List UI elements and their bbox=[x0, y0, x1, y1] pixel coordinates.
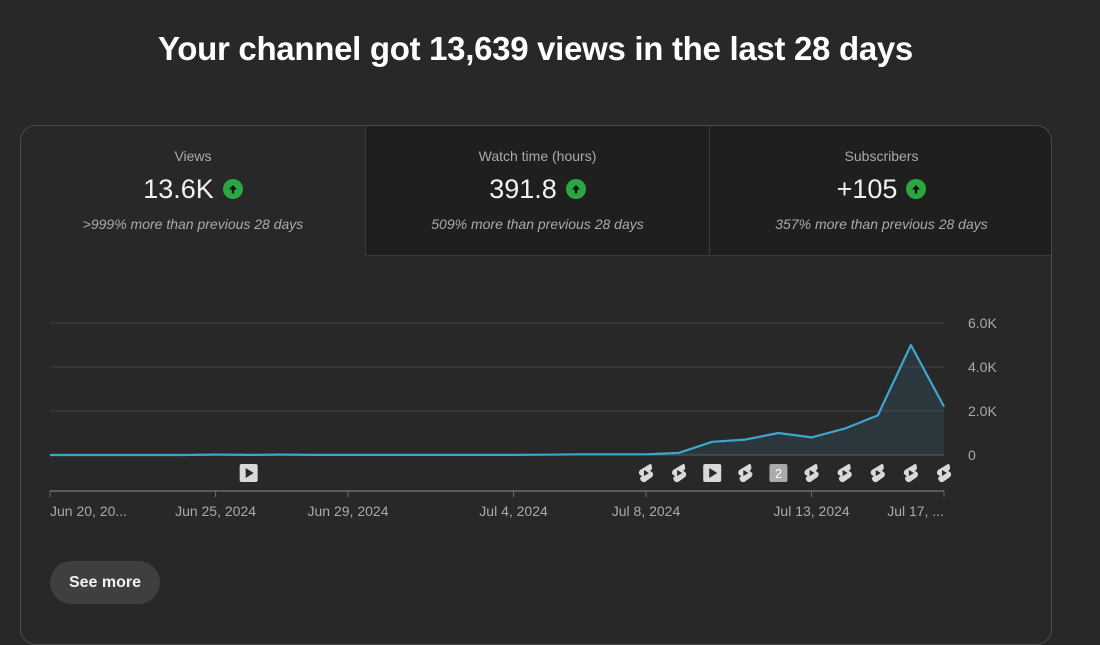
shorts-upload-icon bbox=[738, 463, 753, 483]
data-point bbox=[147, 453, 151, 457]
data-point bbox=[743, 438, 747, 442]
arrow-up-icon bbox=[565, 179, 586, 199]
data-point bbox=[280, 453, 284, 457]
tab-value: 391.8 bbox=[489, 173, 557, 204]
data-point bbox=[512, 453, 516, 457]
x-tick-label: Jun 25, 2024 bbox=[175, 503, 256, 519]
svg-text:2: 2 bbox=[775, 466, 782, 481]
data-point bbox=[48, 453, 52, 457]
video-upload-icon bbox=[703, 464, 722, 482]
y-tick-label: 0 bbox=[968, 447, 976, 463]
tab-value: +105 bbox=[836, 173, 898, 204]
tab-delta: 357% more than previous 28 days bbox=[775, 216, 988, 232]
shorts-upload-icon bbox=[936, 463, 952, 483]
data-point bbox=[313, 453, 317, 457]
y-tick-label: 6.0K bbox=[968, 315, 997, 331]
data-point bbox=[412, 453, 416, 457]
tab-views[interactable]: Views 13.6K >999% more than previous 28 … bbox=[21, 126, 365, 256]
tab-delta: 509% more than previous 28 days bbox=[431, 216, 644, 232]
tab-label: Watch time (hours) bbox=[478, 148, 597, 164]
x-tick-label: Jun 20, 20... bbox=[50, 503, 127, 519]
arrow-up-icon bbox=[222, 179, 243, 199]
page-title: Your channel got 13,639 views in the las… bbox=[158, 30, 913, 67]
data-point bbox=[445, 453, 449, 457]
shorts-upload-icon bbox=[804, 463, 819, 483]
data-point bbox=[247, 453, 251, 457]
upload-count-badge: 2 bbox=[769, 464, 788, 482]
data-point bbox=[909, 343, 913, 347]
x-tick-label: Jul 17, ... bbox=[887, 503, 944, 519]
data-point bbox=[114, 453, 118, 457]
data-point bbox=[843, 427, 847, 431]
x-tick-label: Jul 4, 2024 bbox=[479, 503, 548, 519]
data-point bbox=[644, 452, 648, 456]
data-point bbox=[180, 453, 184, 457]
data-point bbox=[214, 453, 218, 457]
tab-watch-time[interactable]: Watch time (hours) 391.8 509% more than … bbox=[365, 126, 709, 256]
views-chart[interactable]: 6.0K 4.0K 2.0K 0 2 Jun 20, 20... Jun 25, 2024 J… bbox=[21, 256, 1052, 556]
video-upload-icon bbox=[239, 464, 258, 482]
data-point bbox=[611, 452, 615, 456]
tab-label: Views bbox=[174, 148, 212, 164]
tab-subscribers[interactable]: Subscribers +105 357% more than previous… bbox=[709, 126, 1051, 256]
data-point bbox=[81, 453, 85, 457]
data-point bbox=[710, 440, 714, 444]
data-point bbox=[942, 405, 946, 409]
shorts-upload-icon bbox=[903, 463, 919, 483]
data-point bbox=[776, 431, 780, 435]
series-line bbox=[50, 343, 945, 457]
data-point bbox=[876, 413, 880, 417]
data-point bbox=[379, 453, 383, 457]
tab-value: 13.6K bbox=[143, 173, 214, 204]
shorts-upload-icon bbox=[671, 463, 687, 483]
tab-delta: >999% more than previous 28 days bbox=[82, 216, 304, 232]
data-point bbox=[478, 453, 482, 457]
data-point bbox=[810, 435, 814, 439]
x-tick-label: Jul 13, 2024 bbox=[773, 503, 849, 519]
tab-label: Subscribers bbox=[844, 148, 919, 164]
metric-tabs: Views 13.6K >999% more than previous 28 … bbox=[21, 126, 1051, 256]
data-point bbox=[578, 452, 582, 456]
data-point bbox=[677, 451, 681, 455]
y-tick-label: 2.0K bbox=[968, 403, 997, 419]
analytics-card: Views 13.6K >999% more than previous 28 … bbox=[20, 125, 1052, 645]
series-area bbox=[50, 345, 944, 455]
shorts-upload-icon bbox=[870, 463, 885, 483]
arrow-up-icon bbox=[906, 179, 927, 199]
data-point bbox=[346, 453, 350, 457]
y-tick-label: 4.0K bbox=[968, 359, 997, 375]
shorts-upload-icon bbox=[837, 463, 852, 483]
see-more-button[interactable]: See more bbox=[50, 561, 160, 604]
data-point bbox=[545, 453, 549, 457]
x-tick-label: Jun 29, 2024 bbox=[308, 503, 389, 519]
x-tick-label: Jul 8, 2024 bbox=[612, 503, 681, 519]
shorts-upload-icon bbox=[638, 463, 654, 483]
